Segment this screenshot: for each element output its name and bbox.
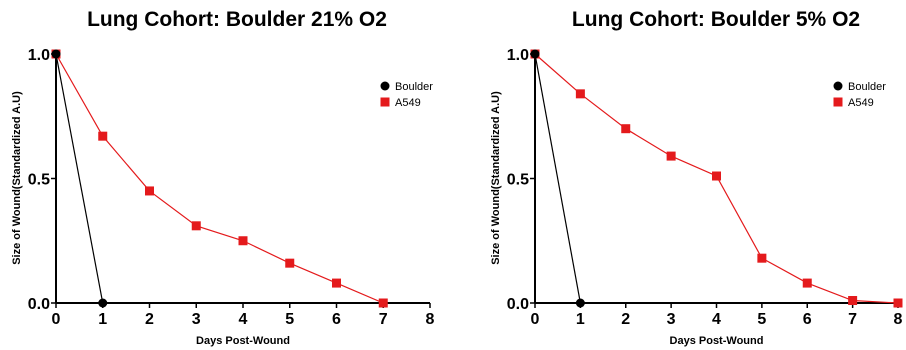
data-point-a549 (666, 151, 676, 161)
x-tick-label: 6 (332, 311, 341, 328)
legend-marker-a549 (380, 97, 390, 107)
chart-panel-2: Lung Cohort: Boulder 5% O2 0 1 2 3 4 5 6 7 8 0.0 0.… (490, 8, 903, 347)
y-tick-label: 0.5 (507, 172, 529, 189)
data-point-a549 (285, 258, 295, 268)
x-tick-label: 0 (531, 311, 540, 328)
legend-marker-boulder (833, 81, 843, 91)
legend-marker-a549 (833, 97, 843, 107)
y-axis-label: Size of Wound(Standardized A.U) (11, 91, 23, 265)
series-line-boulder (55, 53, 104, 304)
data-point-a549 (621, 124, 631, 134)
y-tick-label: 1.0 (507, 47, 529, 64)
data-point-a549 (238, 236, 248, 246)
legend-label-boulder: Boulder (395, 81, 433, 93)
y-axis-label: Size of Wound(Standardized A.U) (490, 91, 502, 265)
series-a549 (530, 49, 903, 308)
series-line-a549 (55, 53, 384, 304)
legend: Boulder A549 (833, 81, 886, 109)
x-tick-label: 8 (426, 311, 435, 328)
data-point-boulder (51, 49, 61, 59)
y-tick-label: 0.5 (28, 172, 50, 189)
data-point-a549 (378, 298, 388, 308)
data-point-a549 (191, 221, 201, 231)
data-point-a549 (712, 171, 721, 181)
legend-marker-boulder (380, 81, 390, 91)
x-tick-label: 4 (239, 311, 248, 328)
data-point-a549 (848, 296, 858, 306)
y-tick-label: 0.0 (28, 296, 50, 313)
data-point-a549 (575, 89, 585, 99)
x-tick-label: 0 (52, 311, 61, 328)
chart-panel-1: Lung Cohort: Boulder 21% O2 0 1 2 3 4 5 6 7 8 0.0 0… (11, 8, 435, 347)
x-tick-label: 3 (192, 311, 201, 328)
data-point-a549 (332, 278, 341, 288)
legend-label-a549: A549 (395, 97, 421, 109)
data-point-a549 (802, 278, 812, 288)
data-point-boulder (98, 298, 108, 308)
y-tick-label: 0.0 (507, 296, 529, 313)
x-tick-label: 7 (379, 311, 388, 328)
x-tick-label: 8 (894, 311, 903, 328)
chart-title: Lung Cohort: Boulder 5% O2 (572, 8, 860, 31)
data-point-a549 (98, 131, 108, 141)
legend-label-boulder: Boulder (848, 81, 886, 93)
x-tick-label: 5 (285, 311, 294, 328)
series-a549 (51, 49, 388, 308)
y-tick-label: 1.0 (28, 47, 50, 64)
legend: Boulder A549 (380, 81, 433, 109)
data-point-a549 (757, 253, 767, 263)
x-tick-label: 1 (576, 311, 585, 328)
x-tick-label: 2 (145, 311, 154, 328)
x-tick-label: 3 (667, 311, 676, 328)
series-boulder (530, 49, 585, 308)
x-axis-label: Days Post-Wound (670, 335, 764, 347)
x-tick-label: 2 (621, 311, 630, 328)
x-tick-label: 6 (803, 311, 812, 328)
data-point-boulder (575, 298, 585, 308)
data-point-a549 (893, 298, 903, 308)
legend-label-a549: A549 (848, 97, 874, 109)
series-boulder (51, 49, 108, 308)
chart-title: Lung Cohort: Boulder 21% O2 (87, 8, 387, 31)
x-tick-label: 1 (98, 311, 107, 328)
data-point-boulder (530, 49, 540, 59)
x-axis-label: Days Post-Wound (196, 335, 290, 347)
series-line-boulder (534, 53, 581, 304)
x-tick-label: 5 (757, 311, 766, 328)
data-point-a549 (145, 186, 154, 196)
x-tick-label: 4 (712, 311, 721, 328)
x-tick-label: 7 (848, 311, 857, 328)
